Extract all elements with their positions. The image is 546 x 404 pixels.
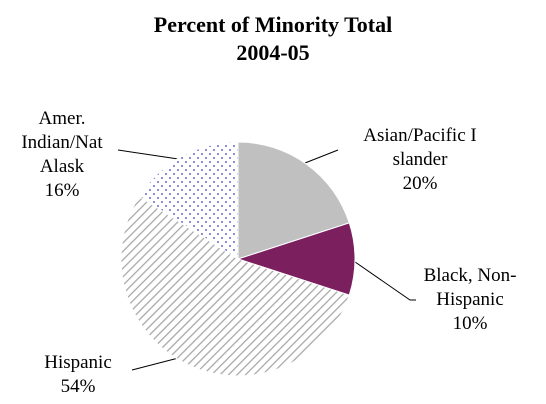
value-label: 10% — [452, 313, 488, 334]
pie-slice — [237, 141, 350, 260]
pie-slice — [120, 195, 350, 377]
slice-label: Hispanic 54% — [8, 351, 148, 399]
slice-label: Black, Non-Hispanic 10% — [406, 264, 534, 336]
category-label: Asian/Pacific Islander — [363, 125, 477, 170]
leader-line — [304, 149, 339, 164]
value-label: 16% — [44, 180, 80, 201]
chart-title: Percent of Minority Total — [153, 12, 393, 37]
pie-slice — [138, 141, 239, 260]
leader-line — [117, 149, 186, 161]
pie-slice — [236, 222, 356, 296]
chart-subtitle: 2004-05 — [236, 40, 310, 65]
category-label: Amer. Indian/Nat Alask — [21, 108, 103, 177]
leader-line — [344, 254, 416, 301]
value-label: 54% — [60, 376, 96, 397]
category-label: Black, Non-Hispanic — [423, 265, 517, 310]
category-label: Hispanic — [44, 352, 112, 373]
slice-label: Amer. Indian/Nat Alask 16% — [10, 107, 114, 203]
value-label: 20% — [402, 173, 438, 194]
slice-label: Asian/Pacific Islander 20% — [361, 124, 479, 196]
